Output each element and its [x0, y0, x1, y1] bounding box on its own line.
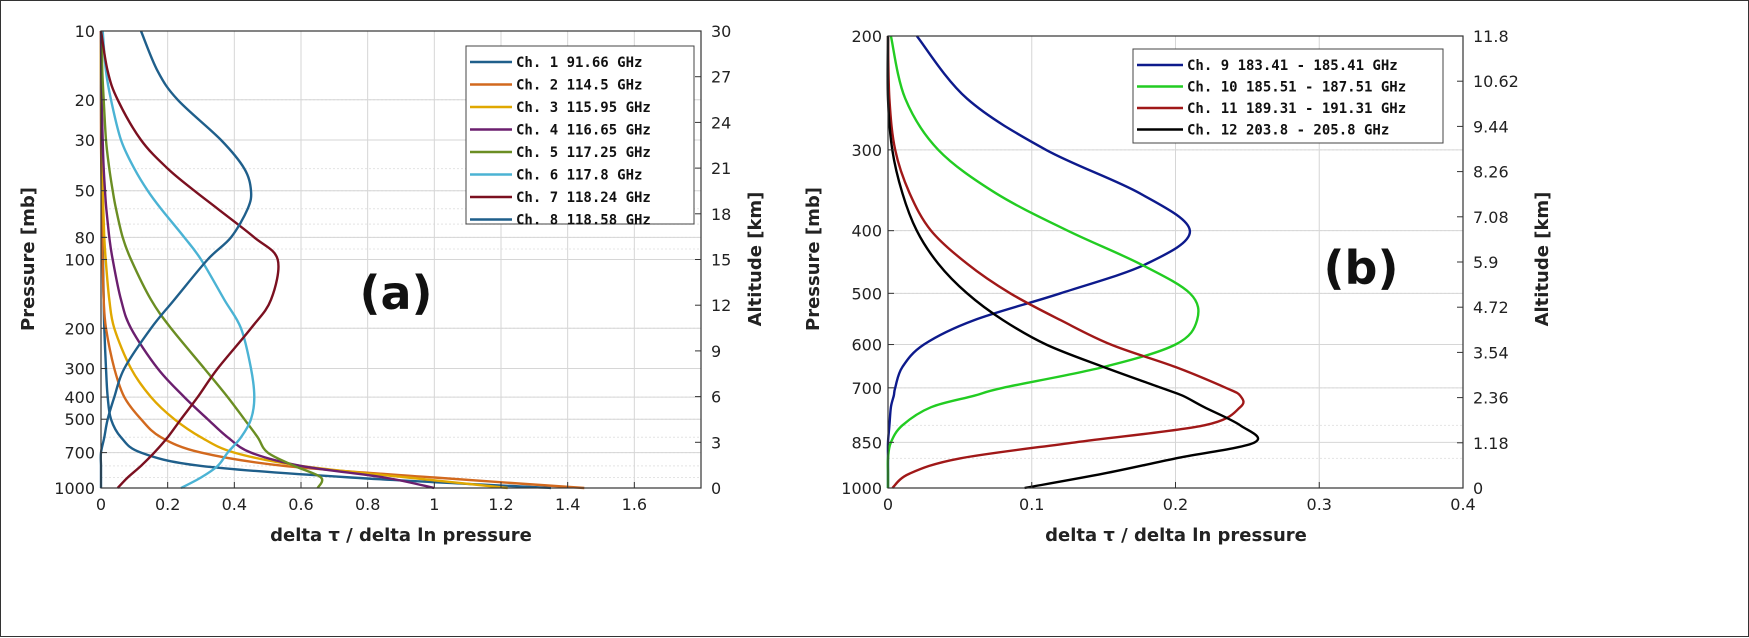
x-tick-label: 0.2 [1163, 495, 1188, 514]
y2-tick-label: 8.26 [1473, 163, 1509, 182]
y2-tick-label: 3.54 [1473, 343, 1509, 362]
y-tick-label: 20 [75, 91, 95, 110]
y2-tick-label: 9.44 [1473, 117, 1509, 136]
y-tick-label: 30 [75, 131, 95, 150]
y-tick-label: 600 [851, 336, 882, 355]
y-tick-label: 100 [64, 251, 95, 270]
y-tick-label: 850 [851, 433, 882, 452]
y2-tick-label: 9 [711, 342, 721, 361]
y-tick-label: 700 [64, 444, 95, 463]
x-tick-label: 0 [883, 495, 893, 514]
panel-label-a: (a) [359, 266, 432, 320]
y-tick-label: 400 [851, 222, 882, 241]
x-tick-label: 0.6 [288, 495, 313, 514]
legend-label: Ch. 12 203.8 - 205.8 GHz [1187, 123, 1389, 139]
y2-tick-label: 10.62 [1473, 72, 1519, 91]
y-tick-label: 200 [851, 27, 882, 46]
legend-label: Ch. 1 91.66 GHz [516, 55, 642, 71]
y2-tick-label: 21 [711, 159, 731, 178]
y2-tick-label: 24 [711, 113, 731, 132]
y-tick-label: 400 [64, 388, 95, 407]
y2-tick-label: 7.08 [1473, 208, 1509, 227]
x-tick-label: 1.2 [488, 495, 513, 514]
y-tick-label: 300 [64, 360, 95, 379]
legend-box-b [1132, 48, 1444, 144]
series-line-a-6 [101, 30, 256, 490]
y2-tick-label: 11.8 [1473, 27, 1509, 46]
legend-label: Ch. 9 183.41 - 185.41 GHz [1187, 58, 1398, 74]
series-line-a-7 [99, 30, 280, 489]
y2-ticks-a: 0 3 6 9 12 15 18 21 24 27 30 [695, 22, 731, 498]
y-tick-label: 500 [851, 284, 882, 303]
legend-a: Ch. 1 91.66 GHz Ch. 2 114.5 GHz Ch. 3 115.… [465, 45, 695, 229]
legend-label: Ch. 4 116.65 GHz [516, 123, 651, 139]
y2-ticks-b: 0 1.18 2.36 3.54 4.72 5.9 7.08 8.26 9.44 10.62 11.… [1457, 27, 1519, 498]
x-axis-label-b: delta τ / delta ln pressure [1045, 525, 1307, 546]
y-tick-label: 1000 [841, 479, 882, 498]
y2-tick-label: 4.72 [1473, 298, 1509, 317]
x-ticks-b: 0 0.1 0.2 0.3 0.4 [883, 482, 1476, 514]
y2-axis-label-a: Altitude [km] [745, 192, 766, 327]
y2-tick-label: 3 [711, 433, 721, 452]
x-axis-label-a: delta τ / delta ln pressure [270, 525, 532, 546]
y2-tick-label: 1.18 [1473, 434, 1509, 453]
y-tick-label: 700 [851, 379, 882, 398]
y2-tick-label: 2.36 [1473, 389, 1509, 408]
y2-tick-label: 15 [711, 251, 731, 270]
x-tick-label: 0.4 [222, 495, 247, 514]
y2-tick-label: 27 [711, 68, 731, 87]
legend-label: Ch. 8 118.58 GHz [516, 213, 651, 229]
y-tick-label: 1000 [54, 479, 95, 498]
x-tick-label: 0.8 [355, 495, 380, 514]
legend-b: Ch. 9 183.41 - 185.41 GHz Ch. 10 185.51 -… [1132, 48, 1444, 144]
x-tick-label: 0 [96, 495, 106, 514]
y2-tick-label: 0 [1473, 479, 1483, 498]
x-tick-label: 1.6 [622, 495, 647, 514]
y-tick-label: 80 [75, 228, 95, 247]
y2-tick-label: 12 [711, 296, 731, 315]
y-ticks-a: 10 20 30 50 80 100 200 300 400 500 700 1000 [54, 22, 107, 498]
panel-a: 0 0.2 0.4 0.6 0.8 1 1.2 1.4 1.6 1020305080100200… [18, 22, 766, 546]
series-line-b-3 [886, 35, 1245, 489]
y2-tick-label: 18 [711, 205, 731, 224]
x-tick-label: 0.1 [1019, 495, 1044, 514]
x-tick-label: 1.4 [555, 495, 580, 514]
y2-tick-label: 30 [711, 22, 731, 41]
legend-box-a [465, 45, 695, 225]
legend-label: Ch. 5 117.25 GHz [516, 145, 651, 161]
legend-label: Ch. 11 189.31 - 191.31 GHz [1187, 101, 1406, 117]
y-tick-label: 200 [64, 319, 95, 338]
x-tick-label: 0.3 [1307, 495, 1332, 514]
x-tick-label: 1 [429, 495, 439, 514]
series-line-b-4 [886, 35, 1260, 490]
legend-label: Ch. 6 117.8 GHz [516, 168, 642, 184]
legend-label: Ch. 10 185.51 - 187.51 GHz [1187, 80, 1406, 96]
x-tick-label: 0.4 [1450, 495, 1475, 514]
x-tick-label: 0.2 [155, 495, 180, 514]
y-tick-label: 50 [75, 182, 95, 201]
y-axis-label-b: Pressure [mb] [803, 187, 824, 331]
y-tick-label: 300 [851, 141, 882, 160]
x-ticks-a: 0 0.2 0.4 0.6 0.8 1 1.2 1.4 1.6 [96, 482, 647, 514]
y2-tick-label: 0 [711, 479, 721, 498]
y2-axis-label-b: Altitude [km] [1532, 192, 1553, 327]
panel-b: 0 0.1 0.2 0.3 0.4 2003004005006007008501000 … [803, 27, 1553, 546]
y-axis-label-a: Pressure [mb] [18, 187, 39, 331]
y2-tick-label: 6 [711, 388, 721, 407]
legend-label: Ch. 7 118.24 GHz [516, 190, 651, 206]
y-tick-label: 500 [64, 410, 95, 429]
legend-label: Ch. 2 114.5 GHz [516, 78, 642, 94]
y2-tick-label: 5.9 [1473, 253, 1498, 272]
legend-label: Ch. 3 115.95 GHz [516, 100, 651, 116]
y-ticks-b: 200 300 400 500 600 700 850 1000 [841, 27, 894, 498]
y-tick-label: 10 [75, 22, 95, 41]
panel-label-b: (b) [1324, 241, 1399, 295]
